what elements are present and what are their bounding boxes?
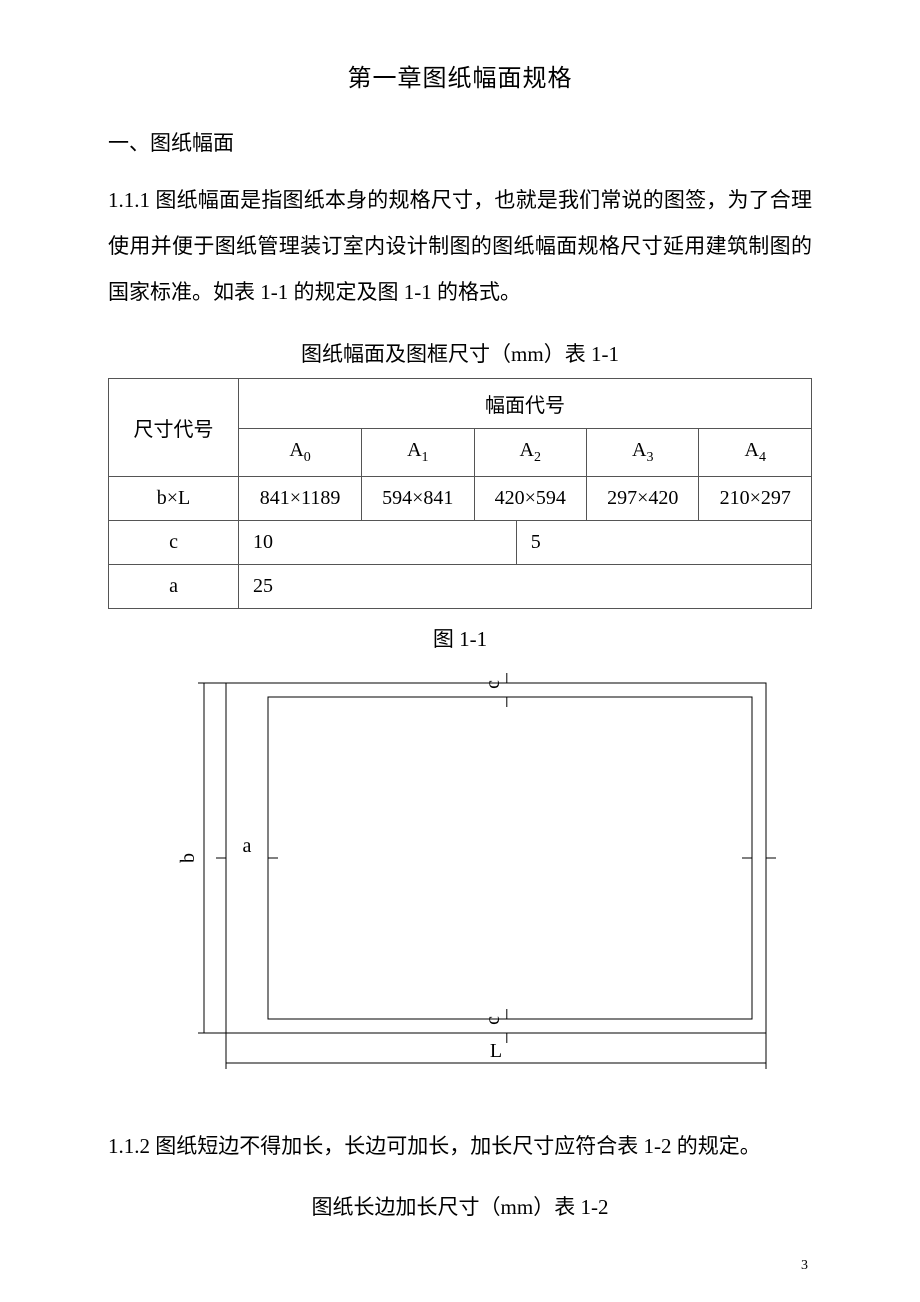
- paragraph-1-1-2: 1.1.2 图纸短边不得加长，长边可加长，加长尺寸应符合表 1-2 的规定。: [108, 1123, 812, 1169]
- figure-1-caption: 图 1-1: [108, 623, 812, 653]
- svg-text:c: c: [482, 679, 504, 688]
- cell-bxl-a4: 210×297: [699, 476, 812, 520]
- svg-text:a: a: [243, 835, 252, 857]
- cell-bxl-label: b×L: [109, 476, 239, 520]
- page-number: 3: [801, 1258, 808, 1274]
- cell-c-label: c: [109, 520, 239, 564]
- section-label: 一、图纸幅面: [108, 127, 812, 157]
- table-row: b×L 841×1189 594×841 420×594 297×420 210…: [109, 476, 812, 520]
- cell-bxl-a3: 297×420: [587, 476, 699, 520]
- cell-format-a1: A1: [362, 428, 474, 476]
- svg-text:L: L: [490, 1040, 502, 1062]
- cell-format-a4: A4: [699, 428, 812, 476]
- table-paper-sizes: 尺寸代号 幅面代号 A0 A1 A2 A3 A4 b×L 841×1189 59…: [108, 378, 812, 609]
- cell-bxl-a1: 594×841: [362, 476, 474, 520]
- table-row: a 25: [109, 564, 812, 608]
- table-row: c 10 5: [109, 520, 812, 564]
- cell-format-a0: A0: [239, 428, 362, 476]
- cell-c-right: 5: [516, 520, 811, 564]
- group-header-format-code: 幅面代号: [239, 378, 812, 428]
- cell-bxl-a2: 420×594: [474, 476, 586, 520]
- cell-a-value: 25: [239, 564, 812, 608]
- cell-format-a2: A2: [474, 428, 586, 476]
- row-header-size-code: 尺寸代号: [109, 378, 239, 476]
- table-1-caption: 图纸幅面及图框尺寸（mm）表 1-1: [108, 338, 812, 368]
- paragraph-1-1-1: 1.1.1 图纸幅面是指图纸本身的规格尺寸，也就是我们常说的图签，为了合理使用并…: [108, 177, 812, 316]
- cell-format-a3: A3: [587, 428, 699, 476]
- chapter-title: 第一章图纸幅面规格: [108, 58, 812, 93]
- svg-text:c: c: [482, 1015, 504, 1024]
- figure-paper-frame: ccacbL: [140, 663, 780, 1093]
- cell-bxl-a0: 841×1189: [239, 476, 362, 520]
- cell-c-left: 10: [239, 520, 517, 564]
- table-row: 尺寸代号 幅面代号: [109, 378, 812, 428]
- table-2-caption: 图纸长边加长尺寸（mm）表 1-2: [108, 1191, 812, 1221]
- svg-text:b: b: [177, 853, 199, 863]
- cell-a-label: a: [109, 564, 239, 608]
